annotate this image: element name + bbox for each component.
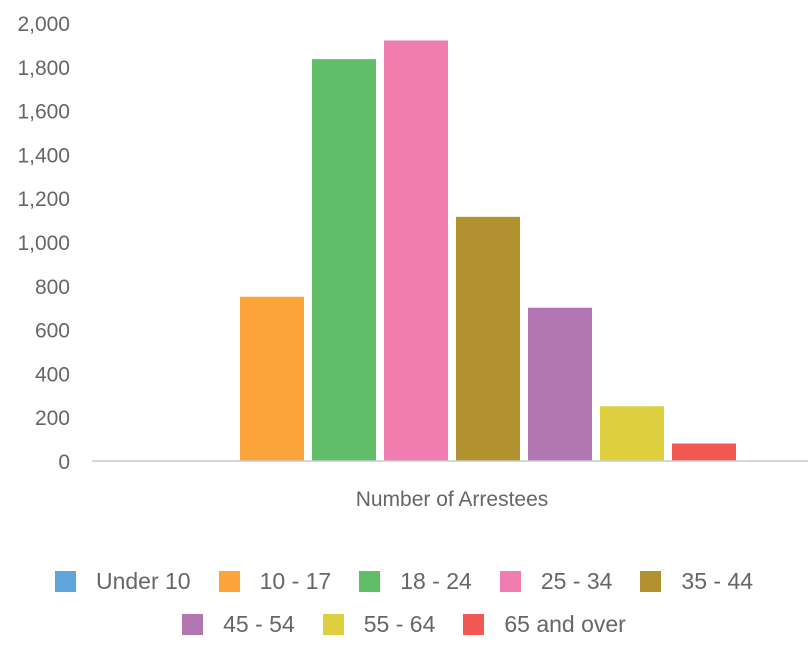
y-tick-label: 1,800 (17, 57, 70, 80)
bar-65-and-over[interactable] (672, 443, 736, 461)
legend-row-2: 45 - 54 55 - 64 65 and over (0, 609, 808, 639)
y-tick-label: 1,000 (17, 232, 70, 255)
y-tick-label: 1,600 (17, 101, 70, 124)
y-tick-label: 600 (35, 320, 70, 343)
legend-swatch (55, 571, 76, 592)
legend-label: 18 - 24 (400, 566, 472, 596)
chart-plot-area: 0 200 400 600 800 1,000 1,200 1,400 1,600 1,800 2,… (0, 0, 808, 540)
legend-label: 10 - 17 (260, 566, 332, 596)
y-tick-label: 1,400 (17, 144, 70, 167)
legend-swatch (219, 571, 240, 592)
y-tick-label: 2,000 (17, 13, 70, 36)
legend-label: 65 and over (504, 609, 625, 639)
legend-label: 35 - 44 (681, 566, 753, 596)
legend-swatch (182, 614, 203, 635)
bar-25-34[interactable] (384, 41, 448, 461)
legend-swatch (323, 614, 344, 635)
y-tick-label: 200 (35, 407, 70, 430)
legend-swatch (640, 571, 661, 592)
bar-18-24[interactable] (312, 59, 376, 461)
y-tick-label: 400 (35, 363, 70, 386)
legend-swatch (500, 571, 521, 592)
legend-item[interactable]: Under 10 (55, 566, 191, 596)
legend-swatch (359, 571, 380, 592)
legend-item[interactable]: 35 - 44 (640, 566, 753, 596)
legend-label: Under 10 (96, 566, 191, 596)
legend-item[interactable]: 25 - 34 (500, 566, 613, 596)
y-axis: 0 200 400 600 800 1,000 1,200 1,400 1,600 1,800 2,… (17, 13, 70, 474)
bar-10-17[interactable] (240, 297, 304, 461)
y-tick-label: 0 (58, 451, 70, 474)
bar-45-54[interactable] (528, 308, 592, 461)
legend-item[interactable]: 10 - 17 (219, 566, 332, 596)
legend-item[interactable]: 55 - 64 (323, 609, 436, 639)
legend-label: 25 - 34 (541, 566, 613, 596)
bars-group (240, 41, 736, 461)
legend-item[interactable]: 65 and over (463, 609, 625, 639)
y-tick-label: 1,200 (17, 188, 70, 211)
legend-row-1: Under 10 10 - 17 18 - 24 25 - 34 35 - 44 (0, 566, 808, 596)
legend-item[interactable]: 45 - 54 (182, 609, 295, 639)
x-axis-label: Number of Arrestees (356, 488, 549, 511)
legend-swatch (463, 614, 484, 635)
y-tick-label: 800 (35, 276, 70, 299)
legend-label: 45 - 54 (223, 609, 295, 639)
bar-55-64[interactable] (600, 406, 664, 461)
legend-item[interactable]: 18 - 24 (359, 566, 472, 596)
bar-35-44[interactable] (456, 217, 520, 461)
legend-label: 55 - 64 (364, 609, 436, 639)
